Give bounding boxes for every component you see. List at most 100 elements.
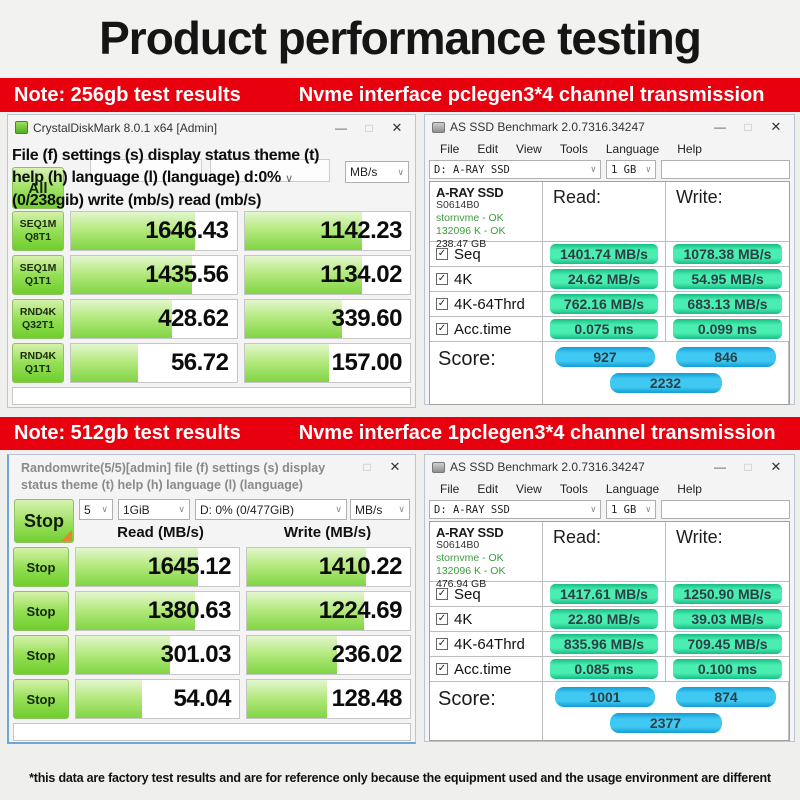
menu-tools[interactable]: Tools [559, 482, 588, 496]
read-column-header: Read: [543, 182, 666, 242]
drive-dropdown[interactable]: D: A-RAY SSD ∨ [429, 500, 601, 519]
drive-capacity: 238.47 GB [436, 238, 487, 250]
checkbox-icon[interactable]: ✓ [436, 613, 448, 625]
close-icon[interactable]: ✕ [770, 459, 782, 474]
size-dropdown[interactable]: 1GiB ∨ [118, 499, 190, 520]
minimize-icon[interactable]: — [714, 460, 726, 474]
acctime-test-label[interactable]: ✓ Acc.time [430, 657, 543, 682]
drive-info: A-RAY SSD S0614B0 stornvme - OK 132096 K… [430, 522, 543, 590]
menu-language[interactable]: Language [605, 142, 660, 156]
checkbox-icon[interactable]: ✓ [436, 323, 448, 335]
checkbox-icon[interactable]: ✓ [436, 588, 448, 600]
read-speed-bar: 301.03 [75, 635, 240, 675]
result-row-1: Stop 1645.12 1410.22 [13, 547, 411, 587]
stop-button[interactable]: Stop [13, 591, 69, 631]
all-test-button[interactable]: All [12, 167, 64, 209]
checkbox-icon[interactable]: ✓ [436, 638, 448, 650]
empty-field [661, 160, 790, 179]
count-dropdown[interactable]: 5 ∨ [79, 499, 113, 520]
read-speed-bar: 56.72 [70, 343, 238, 383]
checkbox-icon[interactable]: ✓ [436, 273, 448, 285]
test-type-button[interactable]: RND4K Q1T1 [12, 343, 64, 383]
read-speed-value: 428.62 [158, 305, 229, 332]
total-score: 2232 [609, 373, 722, 393]
test-type-button[interactable]: RND4K Q32T1 [12, 299, 64, 339]
menu-file[interactable]: File [440, 482, 460, 496]
result-row-rnd4k-q1t1: RND4K Q1T1 56.72 157.00 [12, 343, 411, 383]
menu-help[interactable]: Help [677, 142, 702, 156]
menu-help[interactable]: Help [677, 482, 702, 496]
unit-dropdown[interactable]: MB/s ∨ [350, 499, 410, 520]
close-icon[interactable]: ✕ [391, 119, 403, 135]
overlay-line2: help (h) language (l) (language) d:0% [12, 168, 281, 186]
write-speed-value: 1134.02 [320, 261, 402, 288]
drive-dropdown[interactable]: D: 0% (0/477GiB) ∨ [195, 499, 347, 520]
seq-test-label[interactable]: ✓ Seq [430, 242, 543, 267]
checkbox-icon[interactable]: ✓ [436, 298, 448, 310]
checkbox-icon[interactable]: ✓ [436, 248, 448, 260]
read-speed-value: 1645.12 [147, 553, 232, 580]
menu-language[interactable]: Language [605, 482, 660, 496]
4k64-test-label[interactable]: ✓ 4K-64Thrd [430, 292, 543, 317]
test-type-line1: RND4K [19, 350, 57, 362]
maximize-icon[interactable]: □ [744, 120, 752, 134]
minimize-icon[interactable]: — [335, 120, 347, 135]
maximize-icon[interactable]: □ [744, 460, 752, 474]
close-icon[interactable]: ✕ [389, 459, 401, 474]
test-type-button[interactable]: SEQ1M Q1T1 [12, 255, 64, 295]
menu-tools[interactable]: Tools [559, 142, 588, 156]
test-type-line2: Q1T1 [24, 275, 52, 287]
crystaldiskmark-window-256: CrystalDiskMark 8.0.1 x64 [Admin] — □ ✕ … [7, 114, 416, 408]
menu-file[interactable]: File [440, 142, 460, 156]
as-ssd-window-256: AS SSD Benchmark 2.0.7316.34247 — □ ✕ Fi… [424, 114, 795, 405]
cdm1-window-title: CrystalDiskMark 8.0.1 x64 [Admin] [33, 120, 218, 135]
seq-test-label[interactable]: ✓ Seq [430, 582, 543, 607]
assd1-window-title: AS SSD Benchmark 2.0.7316.34247 [450, 120, 645, 134]
bar-fill [244, 212, 363, 250]
menu-view[interactable]: View [516, 482, 542, 496]
4k64-test-label[interactable]: ✓ 4K-64Thrd [430, 632, 543, 657]
read-speed-bar: 428.62 [70, 299, 238, 339]
crystaldiskmark-icon [15, 121, 28, 134]
stop-button[interactable]: Stop [13, 635, 69, 675]
acctime-test-label[interactable]: ✓ Acc.time [430, 317, 543, 342]
assd2-window-title: AS SSD Benchmark 2.0.7316.34247 [450, 460, 645, 474]
overlay-line1: File (f) settings (s) display status the… [12, 147, 320, 164]
hidden-dropdown[interactable] [210, 159, 330, 182]
drive-status1: stornvme - OK [436, 212, 504, 224]
drive-serial: S0614B0 [436, 539, 480, 551]
banner-256gb-info: Nvme interface pclegen3*4 channel transm… [298, 83, 765, 106]
acctime-write-value: 0.099 ms [673, 319, 782, 339]
hidden-dropdown[interactable] [90, 159, 202, 182]
stop-button[interactable]: Stop [13, 547, 69, 587]
write-score: 846 [676, 347, 776, 367]
drive-dropdown[interactable]: D: A-RAY SSD ∨ [429, 160, 601, 179]
chevron-down-icon: ∨ [398, 504, 405, 514]
4k-test-label[interactable]: ✓ 4K [430, 267, 543, 292]
menu-view[interactable]: View [516, 142, 542, 156]
read-speed-bar: 1646.43 [70, 211, 238, 251]
read-speed-value: 56.72 [170, 349, 229, 376]
bar-fill [244, 300, 342, 338]
close-icon[interactable]: ✕ [770, 119, 782, 134]
empty-field [661, 500, 790, 519]
seq-read-value: 1417.61 MB/s [550, 584, 658, 604]
stop-all-button[interactable]: Stop [14, 499, 74, 543]
drive-name: A-RAY SSD [436, 525, 504, 540]
minimize-icon[interactable]: — [714, 120, 726, 134]
write-column-header: Write: [666, 182, 789, 242]
size-dropdown[interactable]: 1 GB ∨ [606, 160, 656, 179]
unit-dropdown[interactable]: MB/s ∨ [345, 161, 409, 183]
4k-test-label[interactable]: ✓ 4K [430, 607, 543, 632]
menu-edit[interactable]: Edit [477, 142, 499, 156]
stop-button[interactable]: Stop [13, 679, 69, 719]
menu-edit[interactable]: Edit [477, 482, 499, 496]
maximize-icon[interactable]: □ [365, 120, 373, 135]
test-type-button[interactable]: SEQ1M Q8T1 [12, 211, 64, 251]
drive-dropdown-value: D: A-RAY SSD [434, 163, 510, 176]
checkbox-icon[interactable]: ✓ [436, 663, 448, 675]
drive-status1: stornvme - OK [436, 552, 504, 564]
size-dropdown[interactable]: 1 GB ∨ [606, 500, 656, 519]
write-speed-bar: 1410.22 [246, 547, 411, 587]
maximize-icon[interactable]: □ [363, 460, 371, 474]
